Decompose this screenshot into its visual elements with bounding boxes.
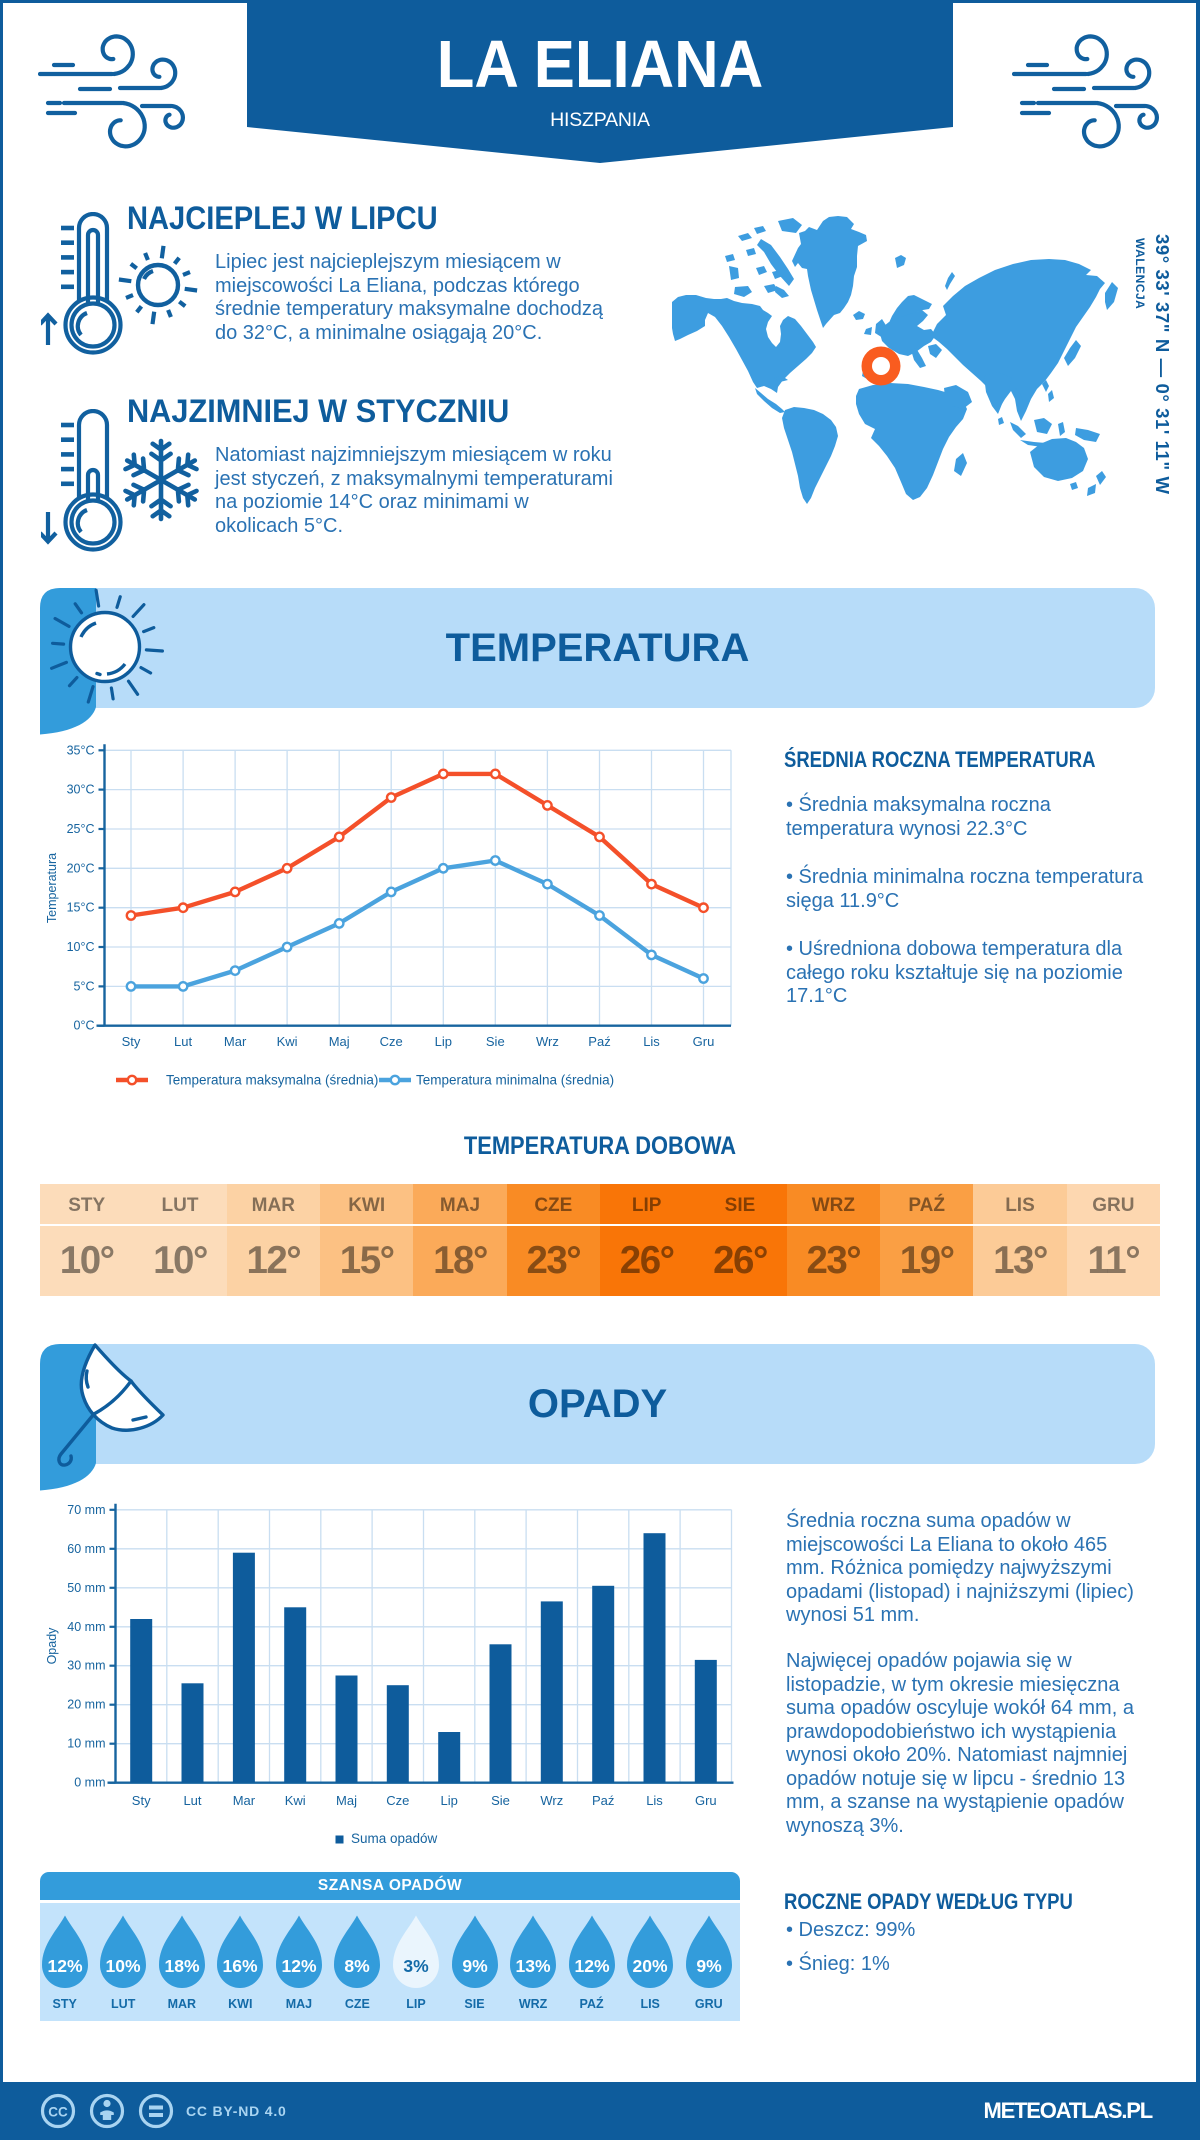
svg-text:Paź: Paź — [592, 1793, 614, 1808]
svg-text:10%: 10% — [106, 1956, 141, 1976]
svg-text:CC: CC — [48, 2105, 68, 2120]
svg-text:Sie: Sie — [491, 1793, 510, 1808]
svg-text:8%: 8% — [345, 1956, 371, 1976]
svg-text:Mar: Mar — [233, 1793, 256, 1808]
svg-text:Paź: Paź — [588, 1034, 610, 1049]
svg-text:10 mm: 10 mm — [67, 1737, 105, 1751]
svg-text:Temperatura minimalna (średnia: Temperatura minimalna (średnia) — [416, 1073, 614, 1088]
svg-text:Wrz: Wrz — [540, 1793, 563, 1808]
svg-text:10°C: 10°C — [67, 940, 95, 954]
svg-text:Lip: Lip — [441, 1793, 458, 1808]
svg-text:CC BY-ND 4.0: CC BY-ND 4.0 — [186, 2103, 287, 2119]
svg-text:Lis: Lis — [646, 1793, 663, 1808]
svg-text:35°C: 35°C — [67, 743, 95, 757]
svg-text:Temperatura maksymalna (średni: Temperatura maksymalna (średnia) — [166, 1073, 378, 1088]
svg-text:70 mm: 70 mm — [67, 1503, 105, 1517]
svg-text:9%: 9% — [696, 1956, 722, 1976]
svg-text:METEOATLAS.PL: METEOATLAS.PL — [983, 2098, 1152, 2123]
svg-text:Cze: Cze — [380, 1034, 403, 1049]
svg-text:Gru: Gru — [695, 1793, 717, 1808]
svg-text:12%: 12% — [47, 1956, 82, 1976]
svg-text:Opady: Opady — [45, 1627, 59, 1665]
svg-text:30°C: 30°C — [67, 783, 95, 797]
svg-text:60 mm: 60 mm — [67, 1542, 105, 1556]
svg-text:0°C: 0°C — [74, 1019, 95, 1033]
svg-text:Lip: Lip — [435, 1034, 452, 1049]
svg-text:Sie: Sie — [486, 1034, 505, 1049]
svg-text:Sty: Sty — [122, 1034, 141, 1049]
svg-text:Wrz: Wrz — [536, 1034, 559, 1049]
svg-text:20 mm: 20 mm — [67, 1698, 105, 1712]
svg-text:Gru: Gru — [693, 1034, 715, 1049]
svg-text:18%: 18% — [164, 1956, 199, 1976]
svg-text:0 mm: 0 mm — [74, 1776, 105, 1790]
svg-text:15°C: 15°C — [67, 901, 95, 915]
svg-text:20%: 20% — [633, 1956, 668, 1976]
svg-text:12%: 12% — [574, 1956, 609, 1976]
svg-text:Cze: Cze — [386, 1793, 409, 1808]
svg-text:Kwi: Kwi — [285, 1793, 306, 1808]
svg-text:Suma opadów: Suma opadów — [351, 1831, 438, 1846]
svg-text:25°C: 25°C — [67, 822, 95, 836]
svg-text:16%: 16% — [223, 1956, 258, 1976]
svg-text:3%: 3% — [403, 1956, 429, 1976]
svg-text:Lis: Lis — [643, 1034, 660, 1049]
svg-text:Sty: Sty — [132, 1793, 151, 1808]
svg-text:50 mm: 50 mm — [67, 1581, 105, 1595]
svg-text:40 mm: 40 mm — [67, 1620, 105, 1634]
svg-text:Maj: Maj — [329, 1034, 350, 1049]
svg-text:12%: 12% — [281, 1956, 316, 1976]
svg-text:Temperatura: Temperatura — [45, 853, 59, 923]
svg-text:Lut: Lut — [183, 1793, 201, 1808]
svg-text:5°C: 5°C — [74, 979, 95, 993]
svg-text:9%: 9% — [462, 1956, 488, 1976]
svg-text:Lut: Lut — [174, 1034, 192, 1049]
svg-text:Maj: Maj — [336, 1793, 357, 1808]
svg-text:Mar: Mar — [224, 1034, 247, 1049]
svg-text:30 mm: 30 mm — [67, 1659, 105, 1673]
svg-text:Kwi: Kwi — [277, 1034, 298, 1049]
svg-text:20°C: 20°C — [67, 861, 95, 875]
svg-text:13%: 13% — [516, 1956, 551, 1976]
